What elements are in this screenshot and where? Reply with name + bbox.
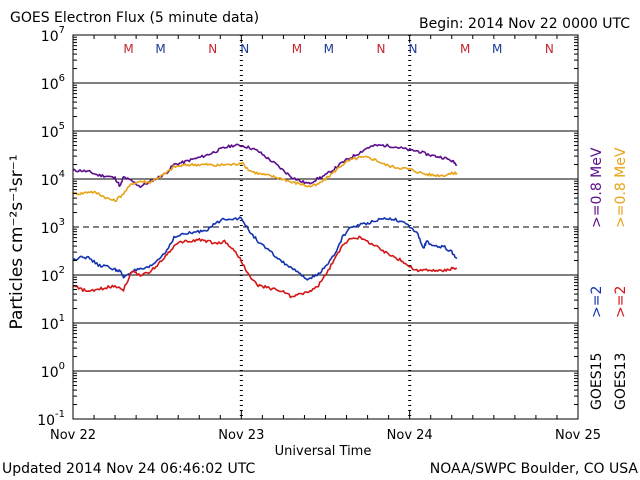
y-tick-base: 10 bbox=[41, 269, 59, 285]
marker-m: M bbox=[123, 42, 133, 56]
y-tick-base: 10 bbox=[41, 77, 59, 93]
marker-n: N bbox=[240, 42, 249, 56]
legend-entry: >=2 bbox=[589, 286, 605, 318]
marker-m: M bbox=[460, 42, 470, 56]
y-tick-exponent: 2 bbox=[59, 265, 65, 276]
series-line bbox=[72, 235, 458, 299]
y-tick-base: 10 bbox=[41, 125, 59, 141]
x-tick-label: Nov 22 bbox=[50, 428, 96, 443]
marker-n: N bbox=[208, 42, 217, 56]
grid-lines bbox=[73, 35, 578, 419]
series-line bbox=[72, 143, 458, 188]
y-tick-base: 10 bbox=[41, 221, 59, 237]
y-tick-label: 106 bbox=[41, 73, 65, 93]
x-tick-label: Nov 25 bbox=[555, 428, 601, 443]
marker-n: N bbox=[409, 42, 418, 56]
y-tick-exponent: 0 bbox=[59, 361, 65, 372]
y-tick-label: 10-1 bbox=[37, 409, 65, 429]
y-tick-label: 103 bbox=[41, 217, 65, 237]
chart-title: GOES Electron Flux (5 minute data) bbox=[10, 10, 260, 26]
x-tick-labels: Nov 22 Nov 23 Nov 24 Nov 25 bbox=[50, 428, 601, 443]
legend-entry: >=0.8 MeV bbox=[589, 147, 605, 228]
x-tick-label: Nov 23 bbox=[218, 428, 264, 443]
y-tick-exponent: -1 bbox=[55, 409, 65, 420]
legend-entry: >=0.8 MeV bbox=[613, 147, 629, 228]
y-tick-label: 107 bbox=[41, 25, 65, 45]
y-tick-base: 10 bbox=[41, 173, 59, 189]
credit-label: NOAA/SWPC Boulder, CO USA bbox=[429, 461, 638, 477]
begin-timestamp: Begin: 2014 Nov 22 0000 UTC bbox=[419, 16, 630, 32]
legend-entry: GOES13 bbox=[613, 353, 629, 410]
y-tick-label: 102 bbox=[41, 265, 65, 285]
marker-m: M bbox=[324, 42, 334, 56]
y-tick-exponent: 7 bbox=[59, 25, 65, 36]
y-tick-exponent: 6 bbox=[59, 73, 65, 84]
series-lines bbox=[72, 143, 458, 299]
y-tick-exponent: 5 bbox=[59, 121, 65, 132]
y-tick-exponent: 3 bbox=[59, 217, 65, 228]
y-tick-label: 104 bbox=[41, 169, 65, 189]
marker-m: M bbox=[155, 42, 165, 56]
y-tick-base: 10 bbox=[41, 317, 59, 333]
y-tick-label: 101 bbox=[41, 313, 65, 333]
x-axis-label: Universal Time bbox=[275, 444, 372, 459]
marker-n: N bbox=[545, 42, 554, 56]
y-tick-base: 10 bbox=[41, 365, 59, 381]
y-tick-base: 10 bbox=[41, 29, 59, 45]
marker-n: N bbox=[377, 42, 386, 56]
marker-m: M bbox=[492, 42, 502, 56]
marker-m: M bbox=[292, 42, 302, 56]
legend: >=0.8 MeV >=0.8 MeV >=2 >=2 GOES15 GOES13 bbox=[589, 147, 629, 410]
legend-entry: >=2 bbox=[613, 286, 629, 318]
y-tick-base: 10 bbox=[37, 413, 55, 429]
y-tick-label: 105 bbox=[41, 121, 65, 141]
y-tick-exponent: 4 bbox=[59, 169, 65, 180]
y-axis-label: Particles cm⁻²s⁻¹sr⁻¹ bbox=[7, 154, 27, 329]
plot-frame bbox=[72, 34, 579, 420]
updated-timestamp: Updated 2014 Nov 24 06:46:02 UTC bbox=[2, 461, 256, 477]
y-tick-label: 100 bbox=[41, 361, 65, 381]
x-tick-label: Nov 24 bbox=[387, 428, 433, 443]
y-tick-exponent: 1 bbox=[59, 313, 65, 324]
legend-entry: GOES15 bbox=[589, 353, 605, 410]
series-line bbox=[72, 155, 458, 203]
